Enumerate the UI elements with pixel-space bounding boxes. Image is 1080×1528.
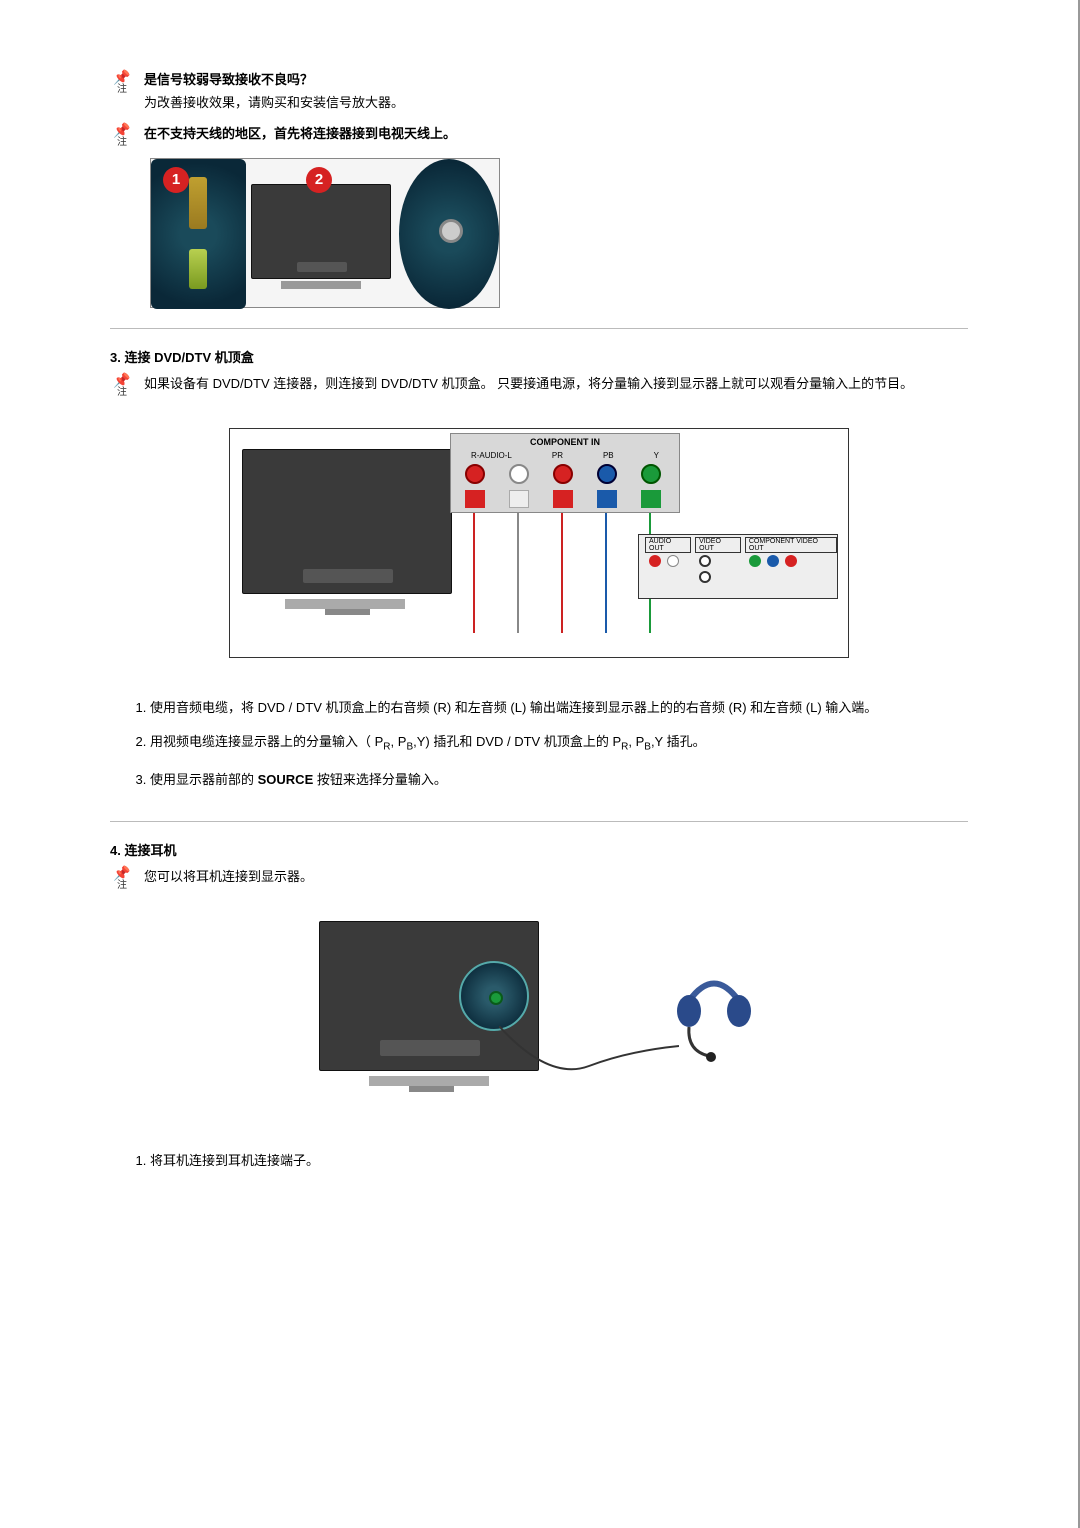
headphone-body: 您可以将耳机连接到显示器。	[144, 867, 968, 888]
dvd-steps: 使用音频电缆，将 DVD / DTV 机顶盒上的右音频 (R) 和左音频 (L)…	[134, 698, 968, 791]
tv-body	[251, 184, 391, 279]
monitor-left	[242, 449, 452, 594]
note-dvd: 📌 注 如果设备有 DVD/DTV 连接器，则连接到 DVD/DTV 机顶盒。 …	[110, 374, 968, 398]
port-y	[641, 464, 661, 484]
antenna-title: 在不支持天线的地区，首先将连接器接到电视天线上。	[144, 124, 968, 145]
dvd-step-2: 用视频电缆连接显示器上的分量输入（ PR, PB,Y) 插孔和 DVD / DT…	[150, 732, 968, 756]
dvd-heading: 3. 连接 DVD/DTV 机顶盒	[110, 347, 968, 366]
component-panel: COMPONENT IN R-AUDIO-L PR PB Y	[450, 433, 680, 513]
pin-icon: 📌 注	[110, 374, 134, 398]
document-page: 📌 注 是信号较弱导致接收不良吗？ 为改善接收效果，请购买和安装信号放大器。 📌…	[0, 0, 1080, 1528]
pin-icon: 📌 注	[110, 70, 134, 94]
port-audio-r	[465, 464, 485, 484]
headphone-step-1: 将耳机连接到耳机连接端子。	[150, 1151, 968, 1172]
marker-2: 2	[306, 167, 332, 193]
divider	[110, 328, 968, 329]
pin-icon: 📌 注	[110, 867, 134, 891]
signal-question-title: 是信号较弱导致接收不良吗？	[144, 70, 968, 91]
port-pb	[597, 464, 617, 484]
dvd-step-3: 使用显示器前部的 SOURCE 按钮来选择分量输入。	[150, 770, 968, 791]
antenna-diagram: 1 2	[150, 158, 500, 308]
port-audio-l	[509, 464, 529, 484]
note-headphone: 📌 注 您可以将耳机连接到显示器。	[110, 867, 968, 891]
connector-zoom-2	[399, 159, 499, 309]
component-diagram: COMPONENT IN R-AUDIO-L PR PB Y	[229, 428, 849, 658]
note-antenna: 📌 注 在不支持天线的地区，首先将连接器接到电视天线上。	[110, 124, 968, 148]
port-pr	[553, 464, 573, 484]
settop-box: AUDIO OUT VIDEO OUT COMPONENT VIDEO OUT	[638, 534, 838, 599]
dvd-step-1: 使用音频电缆，将 DVD / DTV 机顶盒上的右音频 (R) 和左音频 (L)…	[150, 698, 968, 719]
note-signal: 📌 注 是信号较弱导致接收不良吗？ 为改善接收效果，请购买和安装信号放大器。	[110, 70, 968, 114]
headphone-steps: 将耳机连接到耳机连接端子。	[134, 1151, 968, 1172]
headphone-diagram	[299, 921, 779, 1101]
signal-question-body: 为改善接收效果，请购买和安装信号放大器。	[144, 93, 968, 114]
marker-1: 1	[163, 167, 189, 193]
headphone-port-zoom	[459, 961, 529, 1031]
cable-curve	[499, 1026, 679, 1086]
divider	[110, 821, 968, 822]
dvd-body: 如果设备有 DVD/DTV 连接器，则连接到 DVD/DTV 机顶盒。 只要接通…	[144, 374, 968, 395]
headphone-heading: 4. 连接耳机	[110, 840, 968, 859]
headset-icon	[669, 961, 759, 1071]
pin-icon: 📌 注	[110, 124, 134, 148]
